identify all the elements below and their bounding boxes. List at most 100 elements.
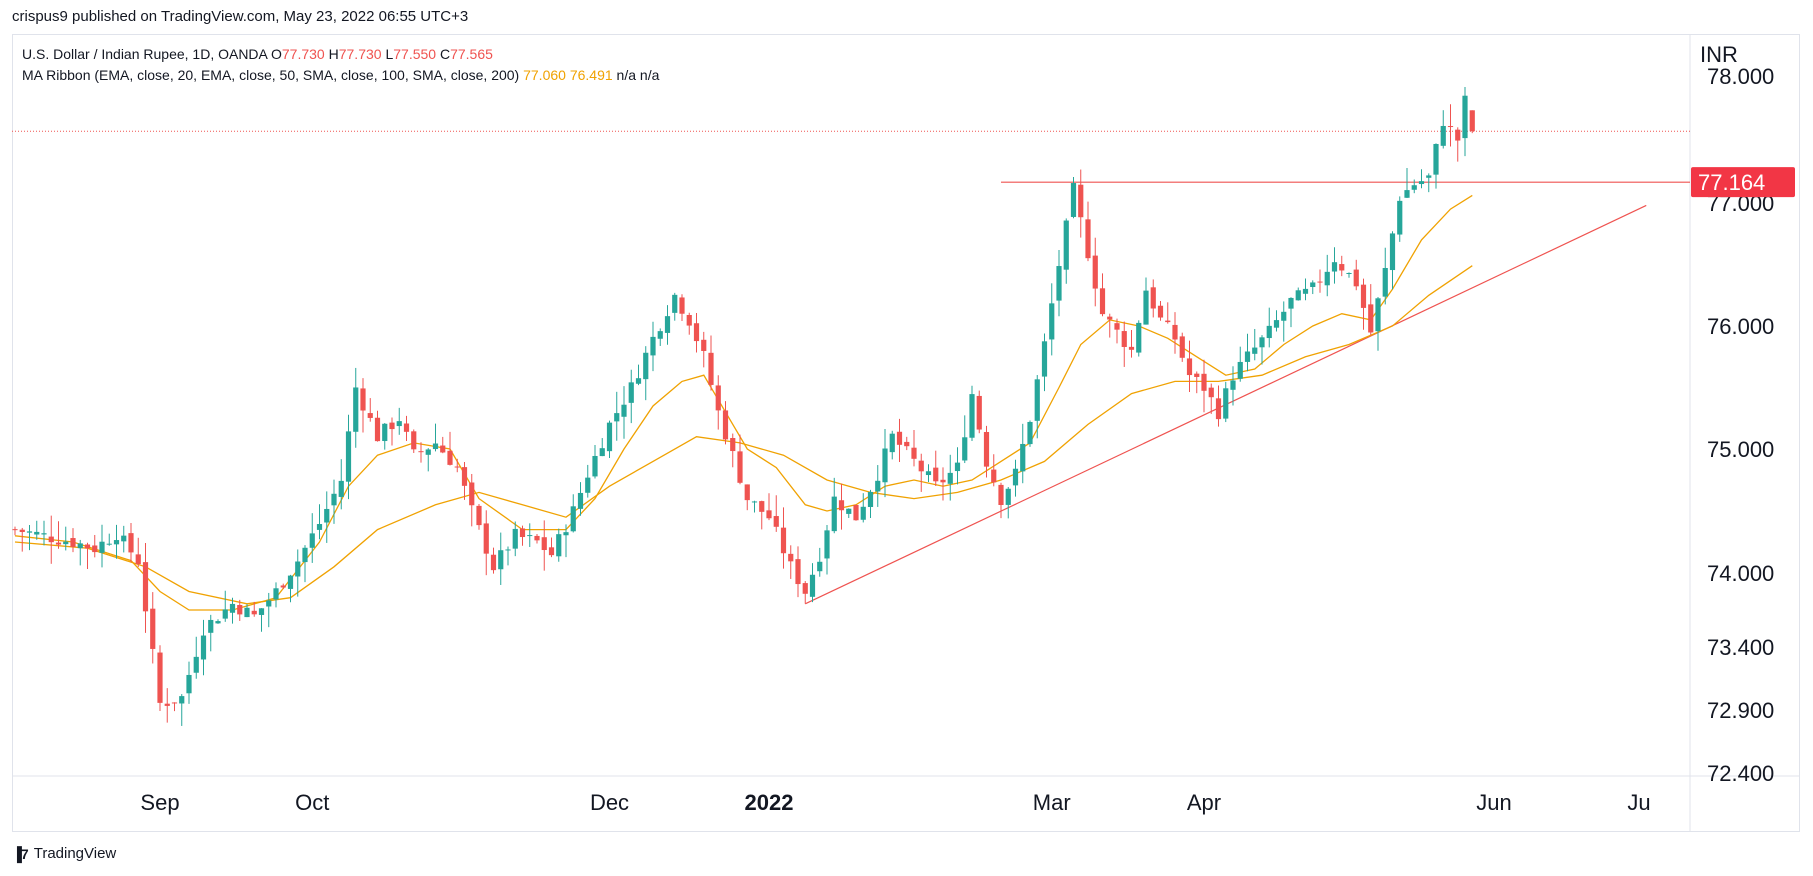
candle-body bbox=[1201, 373, 1207, 391]
candle-body bbox=[664, 316, 671, 333]
candle bbox=[1302, 278, 1309, 301]
candle bbox=[1273, 310, 1280, 332]
candle bbox=[251, 601, 257, 617]
candle-body bbox=[585, 477, 591, 493]
ma-value-2: 76.491 bbox=[569, 67, 613, 83]
candle-body bbox=[469, 482, 475, 506]
y-tick-label: 72.900 bbox=[1707, 698, 1774, 723]
ma-ribbon-title[interactable]: MA Ribbon (EMA, close, 20, EMA, close, 5… bbox=[22, 67, 520, 83]
candle-body bbox=[186, 674, 192, 694]
candle bbox=[258, 608, 265, 632]
candle bbox=[1368, 284, 1374, 336]
candle-body bbox=[498, 550, 504, 570]
candle-body bbox=[34, 531, 40, 535]
candle bbox=[128, 523, 134, 563]
candle bbox=[933, 450, 939, 486]
candle-body bbox=[577, 492, 584, 509]
candle-body bbox=[1237, 361, 1243, 379]
candle-body bbox=[925, 471, 932, 476]
candle bbox=[309, 513, 315, 563]
candle-body bbox=[635, 378, 642, 384]
candle-body bbox=[1020, 443, 1026, 472]
candle bbox=[1382, 247, 1388, 305]
candle bbox=[1034, 375, 1040, 439]
y-tick-label: 78.000 bbox=[1707, 64, 1774, 89]
symbol-title[interactable]: U.S. Dollar / Indian Rupee, 1D, OANDA bbox=[22, 46, 268, 62]
candle-body bbox=[1418, 181, 1425, 185]
candle-body bbox=[26, 531, 33, 533]
candle-body bbox=[338, 480, 344, 497]
candle-body bbox=[353, 387, 359, 432]
candle bbox=[846, 508, 852, 518]
candle bbox=[461, 461, 468, 500]
y-tick-label: 76.000 bbox=[1707, 314, 1774, 339]
high-label: H bbox=[328, 46, 339, 62]
ma-value-4: n/a bbox=[639, 67, 660, 83]
candle bbox=[1099, 273, 1106, 317]
candle-body bbox=[1462, 95, 1468, 139]
candle-body bbox=[171, 702, 178, 704]
candle bbox=[744, 484, 750, 511]
candle-body bbox=[77, 543, 83, 549]
candle bbox=[280, 583, 286, 589]
ma-value-1: 77.060 bbox=[523, 67, 566, 83]
candle bbox=[802, 581, 808, 604]
candle bbox=[77, 539, 83, 566]
price-tag-label: 77.164 bbox=[1698, 170, 1765, 195]
candle-body bbox=[1310, 282, 1316, 288]
candle-body bbox=[1223, 388, 1229, 419]
candle bbox=[875, 465, 881, 507]
candle-body bbox=[831, 496, 837, 532]
candle bbox=[853, 504, 859, 521]
candle-body bbox=[976, 395, 982, 430]
candle bbox=[295, 549, 301, 597]
candle-body bbox=[954, 462, 961, 472]
candle bbox=[788, 545, 794, 579]
candle-body bbox=[258, 608, 265, 615]
candle-body bbox=[751, 501, 758, 503]
candle bbox=[715, 375, 721, 430]
candle bbox=[1063, 218, 1069, 284]
candle bbox=[193, 636, 199, 679]
candle-body bbox=[113, 540, 120, 545]
candle bbox=[737, 434, 743, 485]
currency-label: INR bbox=[1700, 42, 1738, 67]
candle bbox=[1266, 307, 1272, 348]
candle bbox=[1107, 313, 1113, 338]
candle-body bbox=[1346, 272, 1352, 274]
candle-body bbox=[411, 431, 417, 450]
candle bbox=[918, 453, 924, 492]
candle-body bbox=[309, 533, 315, 548]
candle bbox=[84, 542, 91, 570]
candle bbox=[157, 645, 163, 711]
candle-body bbox=[1295, 290, 1301, 301]
candle-body bbox=[686, 314, 692, 326]
candle bbox=[222, 590, 228, 622]
candle-body bbox=[512, 528, 518, 549]
candle-body bbox=[1107, 316, 1113, 320]
candle bbox=[476, 503, 482, 530]
candle-body bbox=[1302, 288, 1309, 294]
candle bbox=[498, 532, 504, 585]
candle bbox=[1237, 346, 1243, 382]
candle-body bbox=[360, 388, 366, 411]
candle bbox=[904, 436, 910, 451]
candle-body bbox=[63, 541, 69, 545]
footer-brand[interactable]: TradingView bbox=[33, 845, 117, 862]
candle-body bbox=[1121, 331, 1127, 347]
y-tick-label: 72.400 bbox=[1707, 761, 1774, 786]
candle-body bbox=[418, 451, 424, 453]
candle bbox=[440, 436, 446, 454]
candle bbox=[1455, 127, 1461, 162]
candle bbox=[817, 547, 823, 577]
candle-body bbox=[505, 549, 511, 551]
candle-body bbox=[1179, 336, 1185, 358]
candle-body bbox=[766, 510, 772, 519]
candle-body bbox=[860, 506, 866, 520]
candle bbox=[331, 479, 337, 524]
candle bbox=[1208, 383, 1214, 414]
candle bbox=[1020, 423, 1026, 484]
candle-body bbox=[628, 382, 634, 403]
y-tick-label: 75.000 bbox=[1707, 437, 1774, 462]
